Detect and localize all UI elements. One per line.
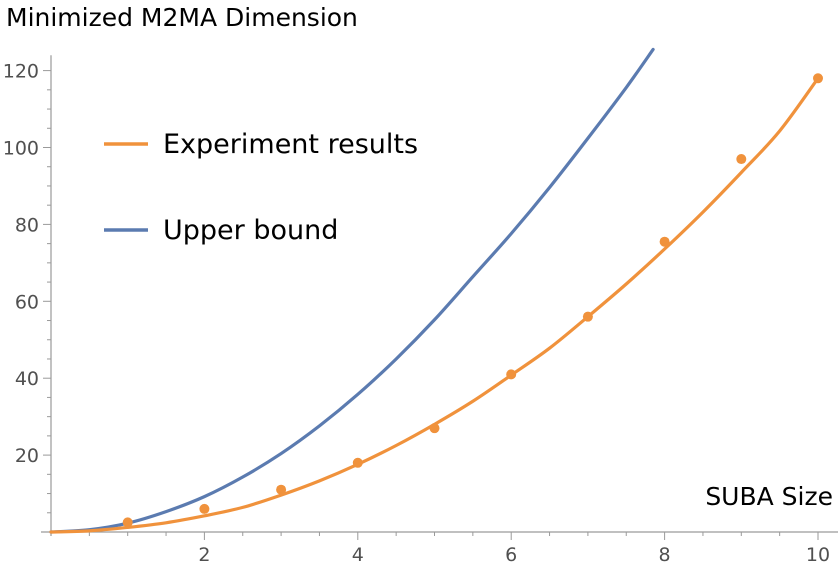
legend-label-upper-bound: Upper bound <box>163 215 338 246</box>
x-tick-label: 6 <box>505 544 517 566</box>
x-axis-title: SUBA Size <box>705 482 833 511</box>
series-line-upper-bound <box>49 47 655 534</box>
y-ticks: 20 40 60 80 100 120 <box>3 61 51 514</box>
y-tick-label: 60 <box>15 291 39 313</box>
data-point-experiment-results <box>122 517 133 528</box>
data-point-experiment-results <box>276 484 287 495</box>
y-tick-label: 80 <box>15 214 39 236</box>
data-point-experiment-results <box>199 503 210 514</box>
x-tick-label: 2 <box>198 544 210 566</box>
data-point-experiment-results <box>582 311 593 322</box>
data-point-experiment-results <box>659 236 670 247</box>
axes: 2 4 6 8 10 20 40 60 80 100 120 <box>3 55 838 566</box>
x-tick-label: 4 <box>352 544 364 566</box>
y-tick-label: 40 <box>15 368 39 390</box>
data-point-experiment-results <box>429 423 440 434</box>
x-tick-label: 10 <box>806 544 830 566</box>
data-point-experiment-results <box>352 457 363 468</box>
x-ticks: 2 4 6 8 10 <box>88 532 830 566</box>
x-tick-label: 8 <box>659 544 671 566</box>
data-point-experiment-results <box>813 73 823 84</box>
y-tick-label: 120 <box>3 61 39 83</box>
data-point-experiment-results <box>506 369 517 380</box>
y-tick-label: 20 <box>15 445 39 467</box>
series-layer <box>49 47 823 534</box>
data-point-experiment-results <box>736 154 747 165</box>
y-tick-label: 100 <box>3 138 39 160</box>
legend: Experiment results Upper bound <box>104 129 418 246</box>
legend-label-experiment-results: Experiment results <box>163 129 418 160</box>
y-axis-title: Minimized M2MA Dimension <box>6 3 358 32</box>
